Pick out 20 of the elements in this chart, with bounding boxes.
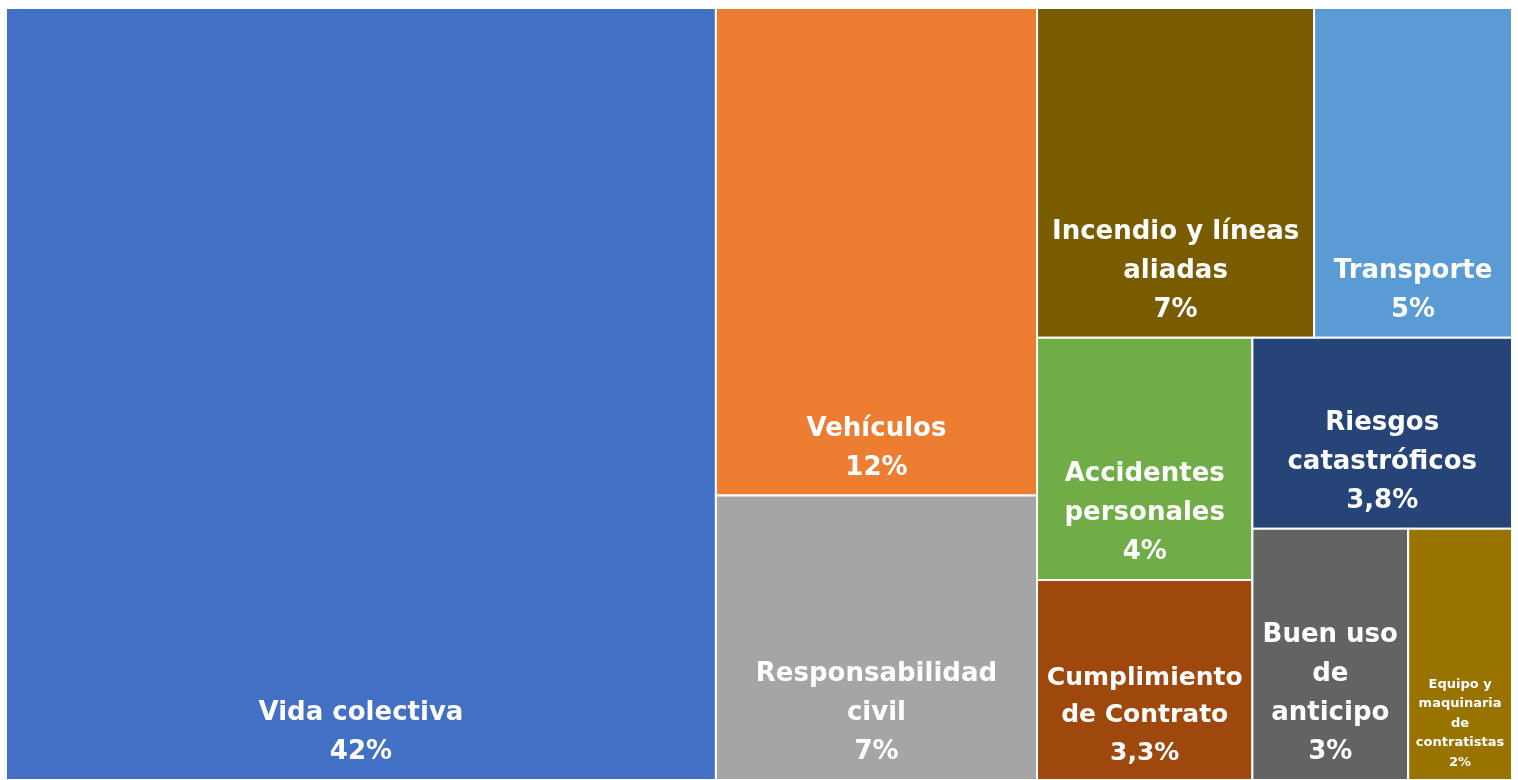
data-label: 3,8% <box>1346 483 1419 514</box>
category-label: Transporte <box>1333 253 1493 284</box>
category-label: Incendio y líneas aliadas <box>1051 214 1300 284</box>
category-label: Riesgos catastróficos <box>1287 405 1477 475</box>
category-label: Cumplimiento de Contrato <box>1046 661 1243 729</box>
category-label: Responsabilidad civil <box>755 657 998 727</box>
category-label: Buen uso de anticipo <box>1262 618 1398 727</box>
category-label: Vehículos <box>806 411 947 442</box>
data-label: 7% <box>1153 292 1198 323</box>
data-label: 7% <box>854 735 899 766</box>
data-label: 4% <box>1122 535 1167 566</box>
category-label: Equipo y maquinaria de contratistas <box>1415 675 1505 750</box>
category-label: Vida colectiva <box>258 696 464 727</box>
data-label: 2% <box>1449 753 1472 769</box>
data-label: 3% <box>1308 735 1353 766</box>
data-label: 3,3% <box>1110 736 1180 766</box>
data-label: 5% <box>1390 292 1436 323</box>
data-label: 12% <box>845 450 908 481</box>
data-label: 42% <box>329 735 393 766</box>
category-label: Accidentes personales <box>1064 457 1225 527</box>
